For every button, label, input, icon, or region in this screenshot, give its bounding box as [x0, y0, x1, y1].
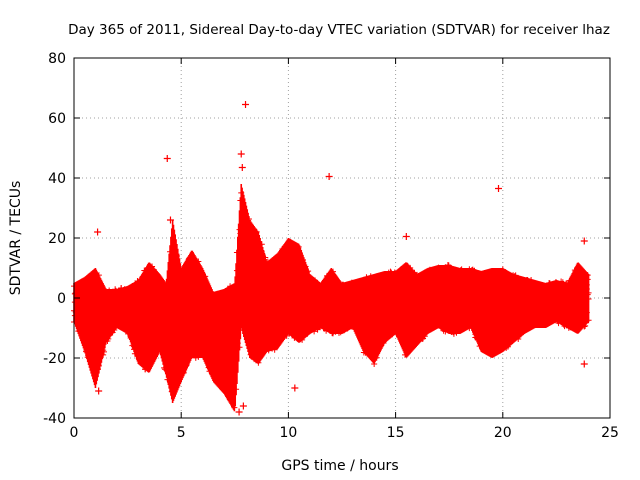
outlier-point [402, 233, 410, 240]
data-point [255, 359, 262, 366]
data-point [233, 386, 240, 393]
x-tick-label: 10 [279, 425, 297, 441]
outlier-point [95, 387, 103, 395]
data-point [585, 295, 592, 302]
x-tick-label: 20 [494, 425, 512, 441]
data-point [202, 273, 209, 280]
outlier-point [237, 150, 245, 158]
outlier-point [580, 360, 588, 368]
data-point [253, 228, 260, 235]
data-point [262, 254, 269, 261]
data-point [299, 336, 306, 343]
data-point [373, 354, 380, 361]
outlier-point [94, 228, 102, 236]
grid [74, 58, 610, 418]
data-point [149, 263, 156, 270]
data-point [504, 343, 511, 350]
data-point [195, 258, 202, 265]
x-tick-label: 5 [177, 425, 186, 441]
outlier-point [238, 164, 246, 171]
data-point [585, 289, 592, 296]
data-point [582, 322, 589, 329]
data-point [515, 336, 522, 343]
data-point [584, 272, 591, 279]
data-point [236, 344, 243, 351]
y-tick-label: -20 [43, 351, 66, 367]
data-point [271, 346, 278, 353]
chart-title: Day 365 of 2011, Sidereal Day-to-day VTE… [68, 22, 610, 38]
x-tick-labels: 0 5 10 15 20 25 [70, 425, 619, 441]
data-points [71, 184, 592, 412]
outlier-point [242, 101, 250, 108]
data-point [180, 369, 187, 376]
data-point [101, 348, 108, 355]
data-point [111, 327, 118, 334]
x-tick-label: 0 [70, 425, 79, 441]
data-point [302, 263, 309, 270]
outlier-point [291, 384, 299, 392]
outlier-point [239, 402, 247, 410]
y-tick-label: 20 [48, 231, 66, 247]
outlier-point [325, 173, 333, 180]
data-point [245, 216, 252, 223]
data-point [295, 243, 302, 250]
data-point [421, 333, 428, 340]
y-tick-label: -40 [43, 411, 66, 427]
data-point [231, 404, 238, 411]
data-point [95, 272, 102, 279]
data-point [581, 323, 588, 330]
x-axis-label: GPS time / hours [281, 458, 398, 474]
data-point [329, 268, 336, 275]
outlier-points [94, 101, 588, 416]
y-tick-label: 60 [48, 111, 66, 127]
x-tick-label: 15 [387, 425, 405, 441]
outlier-point [495, 185, 503, 192]
outlier-point [580, 237, 588, 245]
x-tick-label: 25 [601, 425, 619, 441]
outlier-point [166, 216, 174, 224]
outlier-point [163, 155, 171, 162]
data-point [105, 335, 112, 342]
data-point [380, 339, 387, 346]
data-point [258, 241, 265, 248]
data-point [585, 317, 592, 324]
axis-ticks [73, 57, 611, 419]
y-tick-label: 0 [57, 291, 66, 307]
data-point [407, 264, 414, 271]
y-tick-label: 80 [48, 51, 66, 67]
outlier-point [235, 408, 243, 416]
y-tick-label: 40 [48, 171, 66, 187]
data-point [311, 328, 318, 335]
data-point [371, 360, 378, 367]
y-axis-label: SDTVAR / TECUs [8, 181, 24, 296]
data-point [305, 268, 312, 275]
y-tick-labels: -40 -20 0 20 40 60 80 [43, 51, 66, 427]
